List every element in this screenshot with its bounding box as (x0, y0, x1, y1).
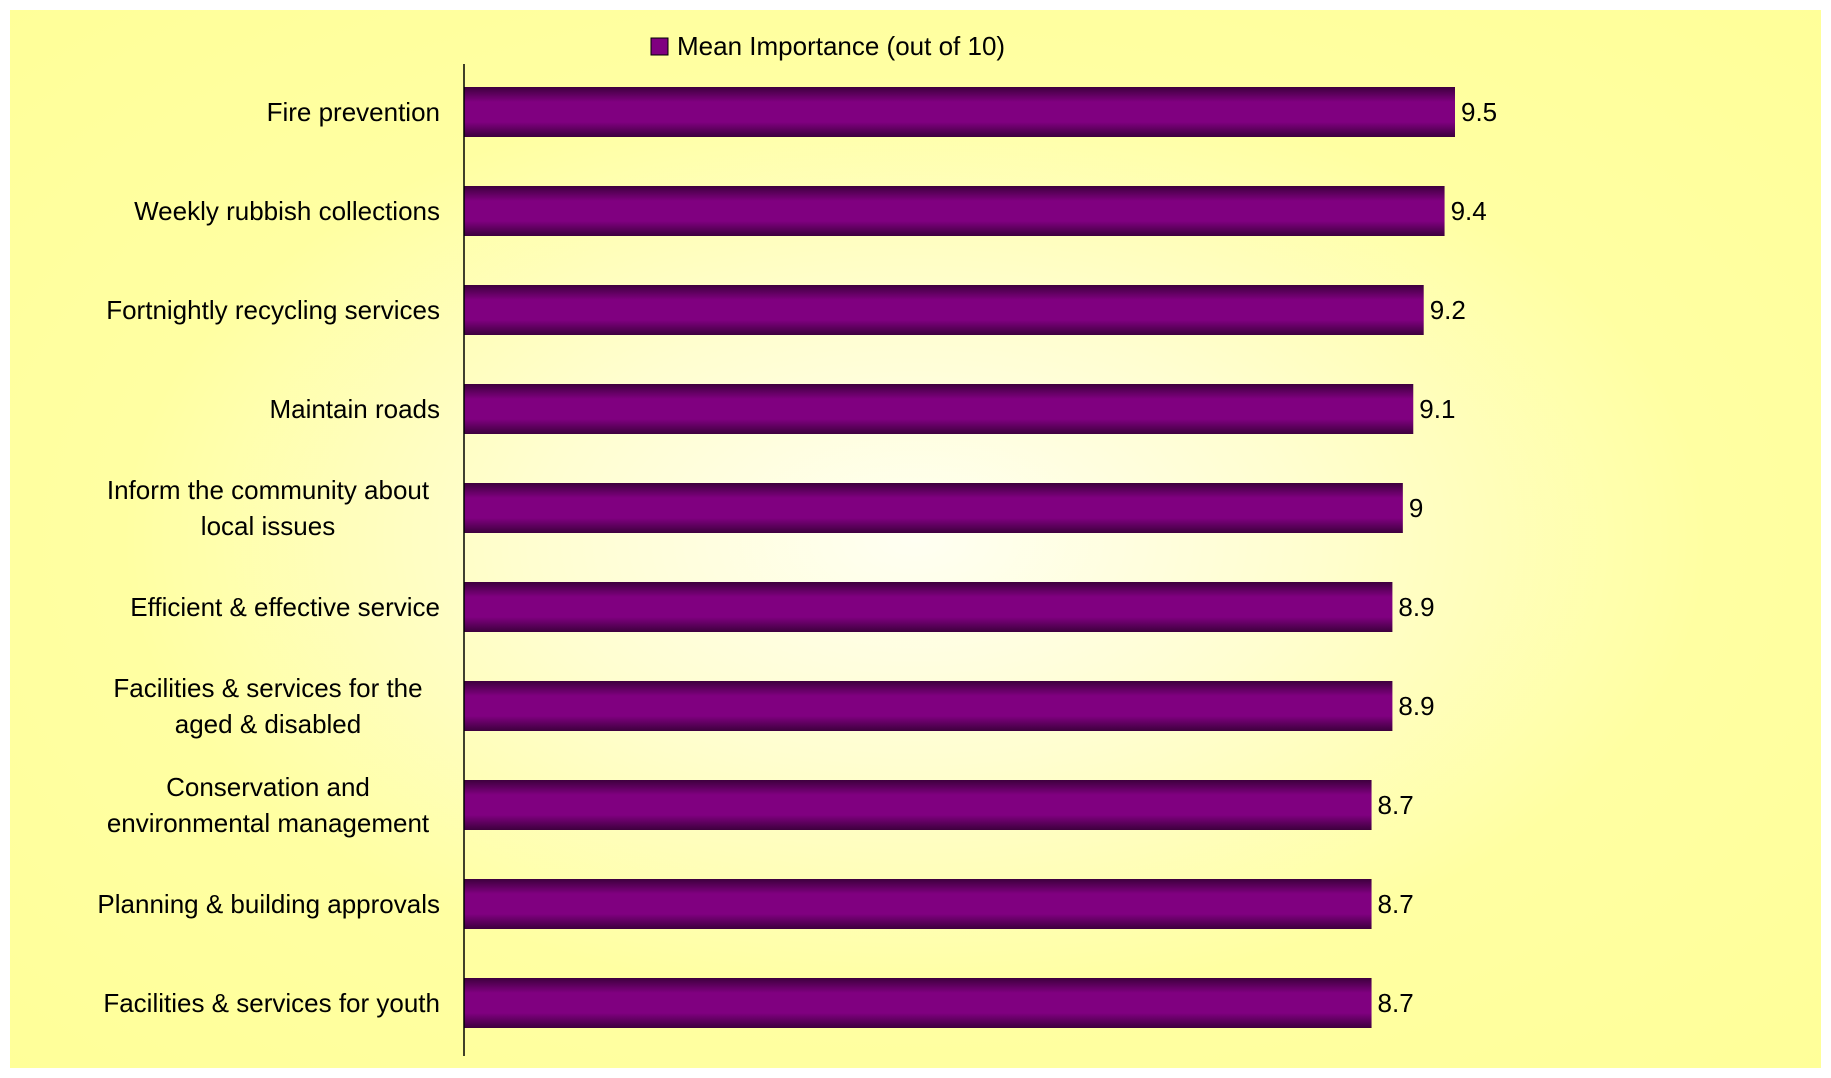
legend-label: Mean Importance (out of 10) (677, 31, 1005, 61)
bar (464, 384, 1414, 434)
category-label: environmental management (107, 808, 430, 838)
category-label: Maintain roads (269, 394, 440, 424)
bar (464, 582, 1393, 632)
bar-value-label: 8.9 (1398, 592, 1434, 622)
bar (464, 186, 1445, 236)
bar-value-label: 9.2 (1430, 295, 1466, 325)
bar-group: 8.7 Conservation and environmental managem… (107, 772, 1414, 838)
bar (464, 483, 1403, 533)
bar-value-label: 9.1 (1419, 394, 1455, 424)
bar-value-label: 8.7 (1378, 790, 1414, 820)
bar-group: 9.1 Maintain roads (269, 384, 1455, 434)
bar (464, 285, 1424, 335)
bar-group: 9.4 Weekly rubbish collections (134, 186, 1487, 236)
bar-group: 9.2 Fortnightly recycling services (106, 285, 1466, 335)
bar-value-label: 8.9 (1398, 691, 1434, 721)
bar-value-label: 9.4 (1451, 196, 1487, 226)
bar (464, 681, 1393, 731)
category-label: Facilities & services for youth (103, 988, 440, 1018)
bar-value-label: 8.7 (1378, 889, 1414, 919)
bar (464, 780, 1372, 830)
bar-group: 8.7 Planning & building approvals (97, 879, 1414, 929)
bar-value-label: 9 (1409, 493, 1423, 523)
category-label: Fortnightly recycling services (106, 295, 440, 325)
category-label: Efficient & effective service (130, 592, 440, 622)
chart-legend: Mean Importance (out of 10) (650, 31, 1005, 61)
category-label: Fire prevention (267, 97, 440, 127)
bar (464, 879, 1372, 929)
category-label: Weekly rubbish collections (134, 196, 440, 226)
bar-group: 9 Inform the community about local issues (107, 475, 1423, 541)
category-label: Inform the community about (107, 475, 430, 505)
category-label: Conservation and (166, 772, 370, 802)
bar (464, 978, 1372, 1028)
bars-layer: 9.5 Fire prevention 9.4 Weekly rubbish coll… (97, 87, 1497, 1028)
bar-group: 9.5 Fire prevention (267, 87, 1497, 137)
bar-group: 8.7 Facilities & services for youth (103, 978, 1414, 1028)
category-label: Facilities & services for the (113, 673, 422, 703)
bar (464, 87, 1455, 137)
legend-swatch (650, 37, 669, 56)
category-label: aged & disabled (175, 709, 361, 739)
bar-group: 8.9 Facilities & services for the aged & d… (113, 673, 1434, 739)
bar-group: 8.9 Efficient & effective service (130, 582, 1435, 632)
category-label: local issues (201, 511, 335, 541)
category-label: Planning & building approvals (97, 889, 440, 919)
bar-value-label: 8.7 (1378, 988, 1414, 1018)
bar-value-label: 9.5 (1461, 97, 1497, 127)
